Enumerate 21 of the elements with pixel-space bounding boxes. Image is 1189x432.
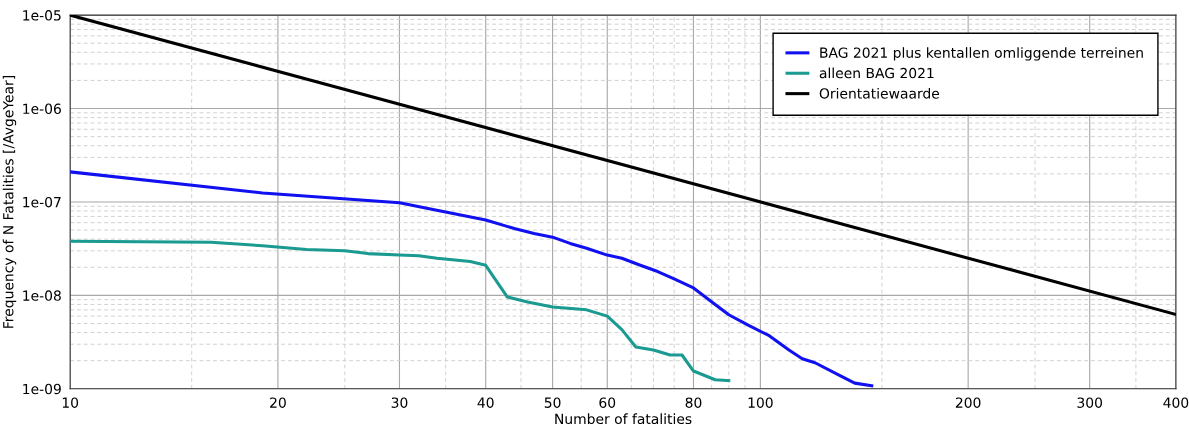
- y-tick-label: 1e-09: [23, 383, 61, 395]
- x-tick-label: 100: [748, 397, 773, 408]
- x-tick-label: 200: [955, 397, 981, 408]
- legend-label: alleen BAG 2021: [819, 67, 934, 79]
- x-tick-label: 10: [62, 397, 79, 408]
- x-axis-title: Number of fatalities: [555, 413, 692, 425]
- x-tick-label: 50: [544, 397, 561, 408]
- x-tick-label: 400: [1163, 397, 1189, 408]
- x-tick-label: 20: [270, 397, 286, 408]
- y-tick-label: 1e-07: [23, 196, 61, 208]
- x-tick-label: 300: [1077, 397, 1103, 408]
- y-axis-title: Frequency of N Fatalities [/AvgeYear]: [2, 75, 17, 328]
- legend-label: Orientatiewaarde: [819, 87, 940, 99]
- x-tick-label: 30: [391, 397, 408, 408]
- y-tick-label: 1e-08: [23, 290, 61, 301]
- y-tick-label: 1e-05: [23, 10, 61, 21]
- x-tick-label: 60: [599, 397, 616, 408]
- x-tick-label: 40: [477, 397, 494, 408]
- x-tick-label: 80: [685, 397, 702, 408]
- legend-label: BAG 2021 plus kentallen omliggende terreinen: [820, 47, 1143, 61]
- y-tick-label: 1e-06: [23, 103, 61, 115]
